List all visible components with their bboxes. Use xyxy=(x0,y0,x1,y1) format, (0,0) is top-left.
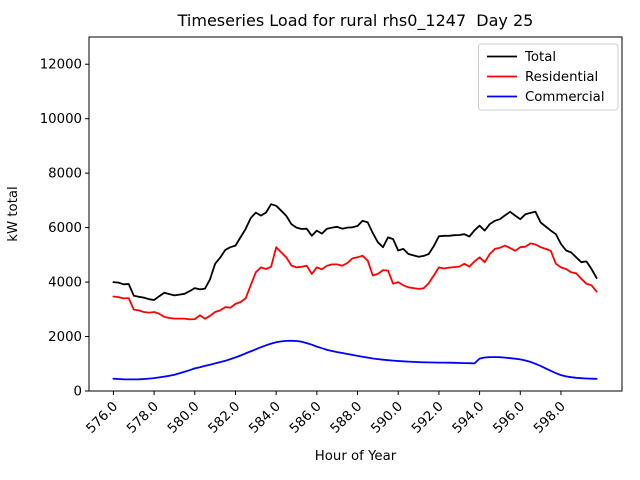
x-tick-label: 594.0 xyxy=(450,399,488,437)
series-line-residential xyxy=(112,242,598,321)
x-tick-label: 588.0 xyxy=(328,399,366,437)
x-tick-label: 582.0 xyxy=(206,399,244,437)
x-tick-label: 596.0 xyxy=(491,399,529,437)
legend-box xyxy=(478,43,619,111)
y-axis-label: kW total xyxy=(6,186,21,241)
y-tick-label: 12000 xyxy=(40,58,82,73)
legend: Total Residential Commercial xyxy=(478,43,619,111)
x-tick-label: 584.0 xyxy=(246,399,284,437)
plot-lines xyxy=(112,203,598,381)
legend-label-commercial: Commercial xyxy=(525,90,605,105)
x-tick-label: 590.0 xyxy=(369,399,407,437)
y-axis-ticks: 0 2000 4000 6000 8000 10000 12000 xyxy=(40,58,89,400)
x-tick-label: 592.0 xyxy=(409,399,447,437)
y-tick-label: 4000 xyxy=(48,276,82,291)
x-tick-label: 578.0 xyxy=(124,399,162,437)
legend-label-residential: Residential xyxy=(525,70,598,85)
x-tick-label: 580.0 xyxy=(165,399,203,437)
y-tick-label: 2000 xyxy=(48,330,82,345)
y-tick-label: 6000 xyxy=(48,221,82,236)
legend-label-total: Total xyxy=(524,50,556,65)
x-tick-label: 598.0 xyxy=(531,399,569,437)
chart-title: Timeseries Load for rural rhs0_1247 Day … xyxy=(177,11,534,31)
x-axis-ticks: 576.0 578.0 580.0 582.0 584.0 586.0 588.0 590.0… xyxy=(84,391,569,437)
x-axis-label: Hour of Year xyxy=(315,449,397,464)
y-tick-label: 8000 xyxy=(48,167,82,182)
y-tick-label: 10000 xyxy=(40,112,82,127)
series-line-commercial xyxy=(112,339,598,381)
y-tick-label: 0 xyxy=(74,385,82,400)
plot-border xyxy=(88,36,623,392)
x-tick-label: 586.0 xyxy=(287,399,325,437)
series-line-total xyxy=(112,203,598,301)
x-tick-label: 576.0 xyxy=(84,399,122,437)
